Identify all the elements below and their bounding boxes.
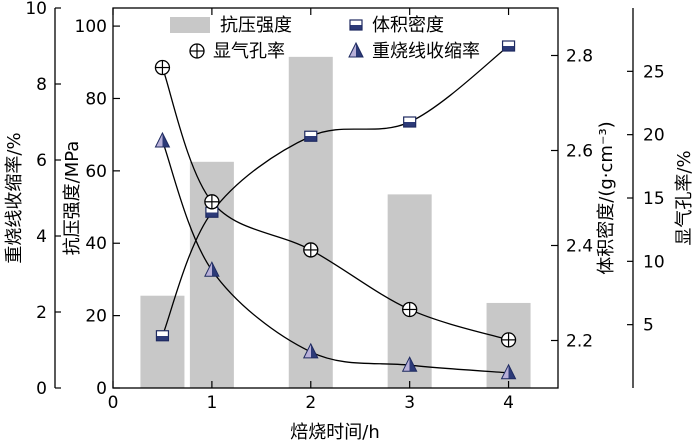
strength-tick-label: 40: [85, 234, 107, 254]
plot-frame: [112, 7, 559, 389]
strength-bar: [387, 194, 432, 388]
shrinkage-tick-label: 2: [36, 303, 47, 323]
legend-entry: 体积密度: [349, 15, 444, 36]
density-point: [403, 116, 417, 128]
shrinkage-point: [302, 342, 319, 359]
x-tick-label: 3: [404, 393, 415, 413]
strength-bar: [140, 295, 185, 388]
legend-label: 体积密度: [372, 15, 444, 36]
legend-entry: 抗压强度: [170, 15, 292, 36]
x-tick-label: 2: [305, 393, 316, 413]
density-tick-label: 2.8: [566, 47, 593, 67]
legend-entry: 显气孔率: [189, 41, 285, 62]
porosity-axis-title: 显气孔率/%: [674, 150, 695, 245]
legend-label: 显气孔率: [213, 41, 285, 62]
legend-swatch: [170, 17, 210, 33]
porosity-point: [500, 332, 517, 348]
porosity-tick-label: 25: [643, 62, 665, 82]
shrinkage-point: [401, 356, 418, 372]
porosity-point: [154, 59, 171, 76]
bars-layer: [140, 56, 531, 388]
density-tick-label: 2.4: [566, 237, 593, 257]
strength-tick-label: 80: [85, 89, 107, 109]
porosity-tick-label: 15: [643, 189, 665, 209]
density-point: [304, 130, 318, 142]
density-tick-label: 2.6: [566, 142, 593, 162]
strength-tick-label: 100: [75, 17, 107, 37]
legend-label: 重烧线收缩率: [372, 41, 480, 62]
x-tick-label: 1: [206, 393, 217, 413]
x-tick-label: 0: [108, 393, 119, 413]
legend-swatch: [349, 19, 363, 31]
x-tick-label: 4: [503, 393, 514, 413]
porosity-point: [402, 301, 418, 318]
strength-tick-label: 0: [96, 379, 107, 399]
legend-swatch: [189, 43, 205, 59]
legend-label: 抗压强度: [220, 15, 292, 36]
axes-layer: 0 1 2 3 402468100204060801002.22.42.62.85101…: [25, 0, 664, 413]
density-axis-title: 体积密度/(g·cm⁻³): [596, 121, 617, 274]
porosity-point: [303, 242, 319, 258]
density-point: [155, 330, 170, 342]
shrinkage-point: [500, 363, 517, 380]
shrinkage-point: [204, 261, 220, 277]
porosity-tick-label: 10: [643, 252, 665, 272]
strength-tick-label: 60: [85, 162, 107, 182]
shrinkage-tick-label: 10: [25, 0, 47, 19]
shrinkage-axis-title: 重烧线收缩率/%: [4, 132, 25, 263]
markers-layer: [154, 40, 517, 380]
legend-swatch: [348, 41, 364, 58]
density-point: [501, 40, 516, 52]
shrinkage-tick-label: 4: [36, 227, 47, 247]
shrinkage-tick-label: 8: [36, 75, 47, 95]
shrinkage-line: [161, 140, 509, 374]
shrinkage-tick-label: 6: [36, 151, 47, 171]
porosity-tick-label: 5: [643, 316, 654, 336]
legend-entry: 重烧线收缩率: [348, 41, 480, 62]
strength-axis-title: 抗压强度/MPa: [62, 141, 83, 256]
porosity-point: [204, 194, 220, 210]
porosity-tick-label: 20: [643, 126, 665, 146]
strength-bar: [288, 56, 333, 388]
x-axis-title: 焙烧时间/h: [290, 422, 379, 443]
density-tick-label: 2.2: [566, 332, 593, 352]
shrinkage-point: [154, 131, 171, 148]
strength-tick-label: 20: [85, 307, 107, 327]
shrinkage-tick-label: 0: [36, 379, 47, 399]
